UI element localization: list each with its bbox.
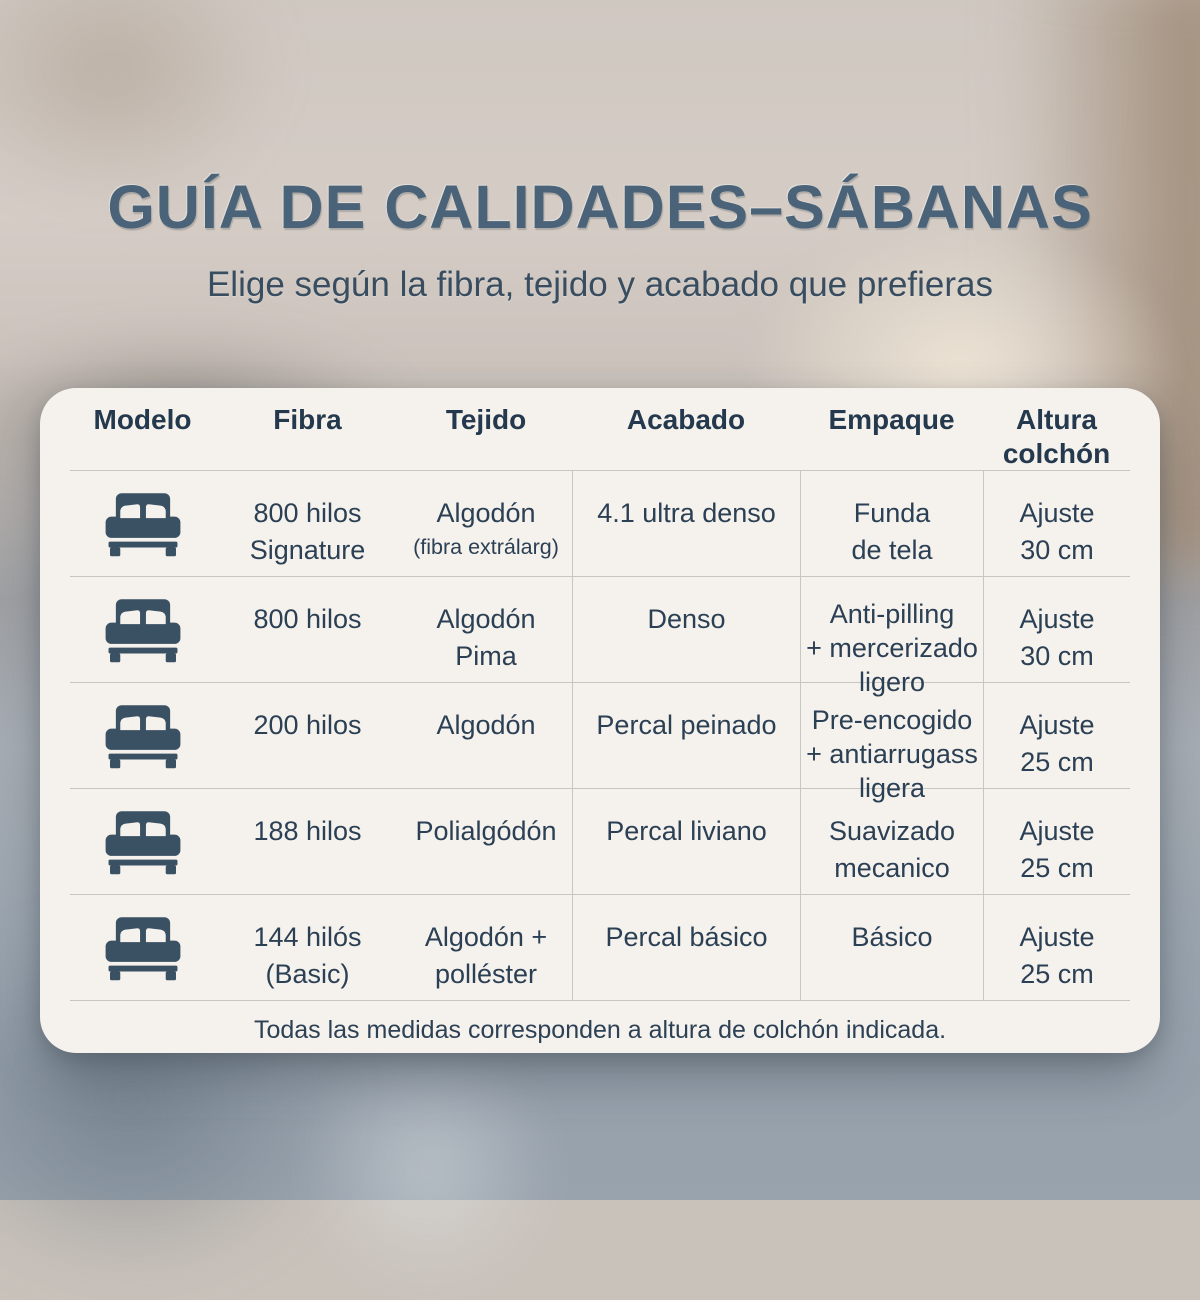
cell-empaque: Pre-encogido + antiarrugass ligera	[800, 683, 983, 805]
cell-altura: Ajuste 30 cm	[983, 577, 1130, 699]
cell-modelo	[70, 895, 215, 1000]
header-cell-acabado: Acabado	[626, 404, 746, 435]
bed-icon	[99, 915, 187, 981]
cell-altura: Ajuste 25 cm	[983, 789, 1130, 894]
cell-acabado: Percal liviano	[572, 789, 800, 894]
cell-altura: Ajuste 30 cm	[983, 471, 1130, 576]
cell-acabado: Denso	[572, 577, 800, 699]
table-row: 800 hilos Signature Algodón (fibra extrál…	[70, 470, 1130, 576]
cell-tejido: Algodón	[436, 710, 536, 740]
cell-tejido: Polialgódón	[415, 816, 557, 846]
header-cell-tejido: Tejido	[445, 404, 527, 435]
cell-modelo	[70, 683, 215, 805]
header-cell-altura: Altura colchón	[1002, 404, 1111, 469]
bed-icon	[99, 597, 187, 663]
header-cell-empaque: Empaque	[828, 404, 955, 435]
table-row: 800 hilos Algodón Pima Denso Anti-pillin…	[70, 576, 1130, 699]
cell-empaque: Anti-pilling + mercerizado ligero	[800, 577, 983, 699]
header-cell-fibra: Fibra	[273, 404, 342, 435]
table-row: 200 hilos Algodón Percal peinado Pre-enc…	[70, 682, 1130, 805]
cell-altura: Ajuste 25 cm	[983, 895, 1130, 1000]
cell-fibra: 800 hilos	[253, 604, 362, 634]
page-title: GUÍA DE CALIDADES–SÁBANAS	[107, 173, 1093, 241]
qualities-card: Modelo Fibra Tejido Acabado Empaque Altu…	[40, 388, 1160, 1053]
cell-tejido: Algodón (fibra extrálarg)	[400, 471, 572, 576]
cell-empaque: Básico	[800, 895, 983, 1000]
cell-fibra: 200 hilos	[253, 710, 362, 740]
table-row: 188 hilos Polialgódón Percal liviano Sua…	[70, 788, 1130, 894]
cell-fibra: 800 hilos Signature	[249, 498, 366, 565]
table-row: 144 hilós (Basic) Algodón + polléster Pe…	[70, 894, 1130, 1000]
tejido-main: Algodón	[436, 498, 536, 528]
cell-tejido: Algodón + polléster	[424, 922, 548, 989]
cell-fibra: 144 hilós (Basic)	[253, 922, 362, 989]
cell-fibra: 188 hilos	[253, 816, 362, 846]
cell-acabado: Percal básico	[572, 895, 800, 1000]
cell-modelo	[70, 789, 215, 894]
bed-icon	[99, 809, 187, 875]
bed-icon	[99, 703, 187, 769]
page-subtitle: Elige según la fibra, tejido y acabado q…	[206, 265, 994, 304]
table-footnote: Todas las medidas corresponden a altura …	[70, 1000, 1130, 1072]
cell-acabado: 4.1 ultra denso	[572, 471, 800, 576]
bed-icon	[99, 491, 187, 557]
tejido-sub: (fibra extrálarg)	[413, 535, 559, 559]
cell-modelo	[70, 471, 215, 576]
cell-modelo	[70, 577, 215, 699]
cell-altura: Ajuste 25 cm	[983, 683, 1130, 805]
cell-tejido: Algodón Pima	[436, 604, 536, 671]
table-header-row: Modelo Fibra Tejido Acabado Empaque Altu…	[70, 388, 1130, 470]
cell-acabado: Percal peinado	[572, 683, 800, 805]
header-cell-modelo: Modelo	[93, 404, 192, 435]
cell-empaque: Funda de tela	[800, 471, 983, 576]
cell-empaque: Suavizado mecanico	[800, 789, 983, 894]
